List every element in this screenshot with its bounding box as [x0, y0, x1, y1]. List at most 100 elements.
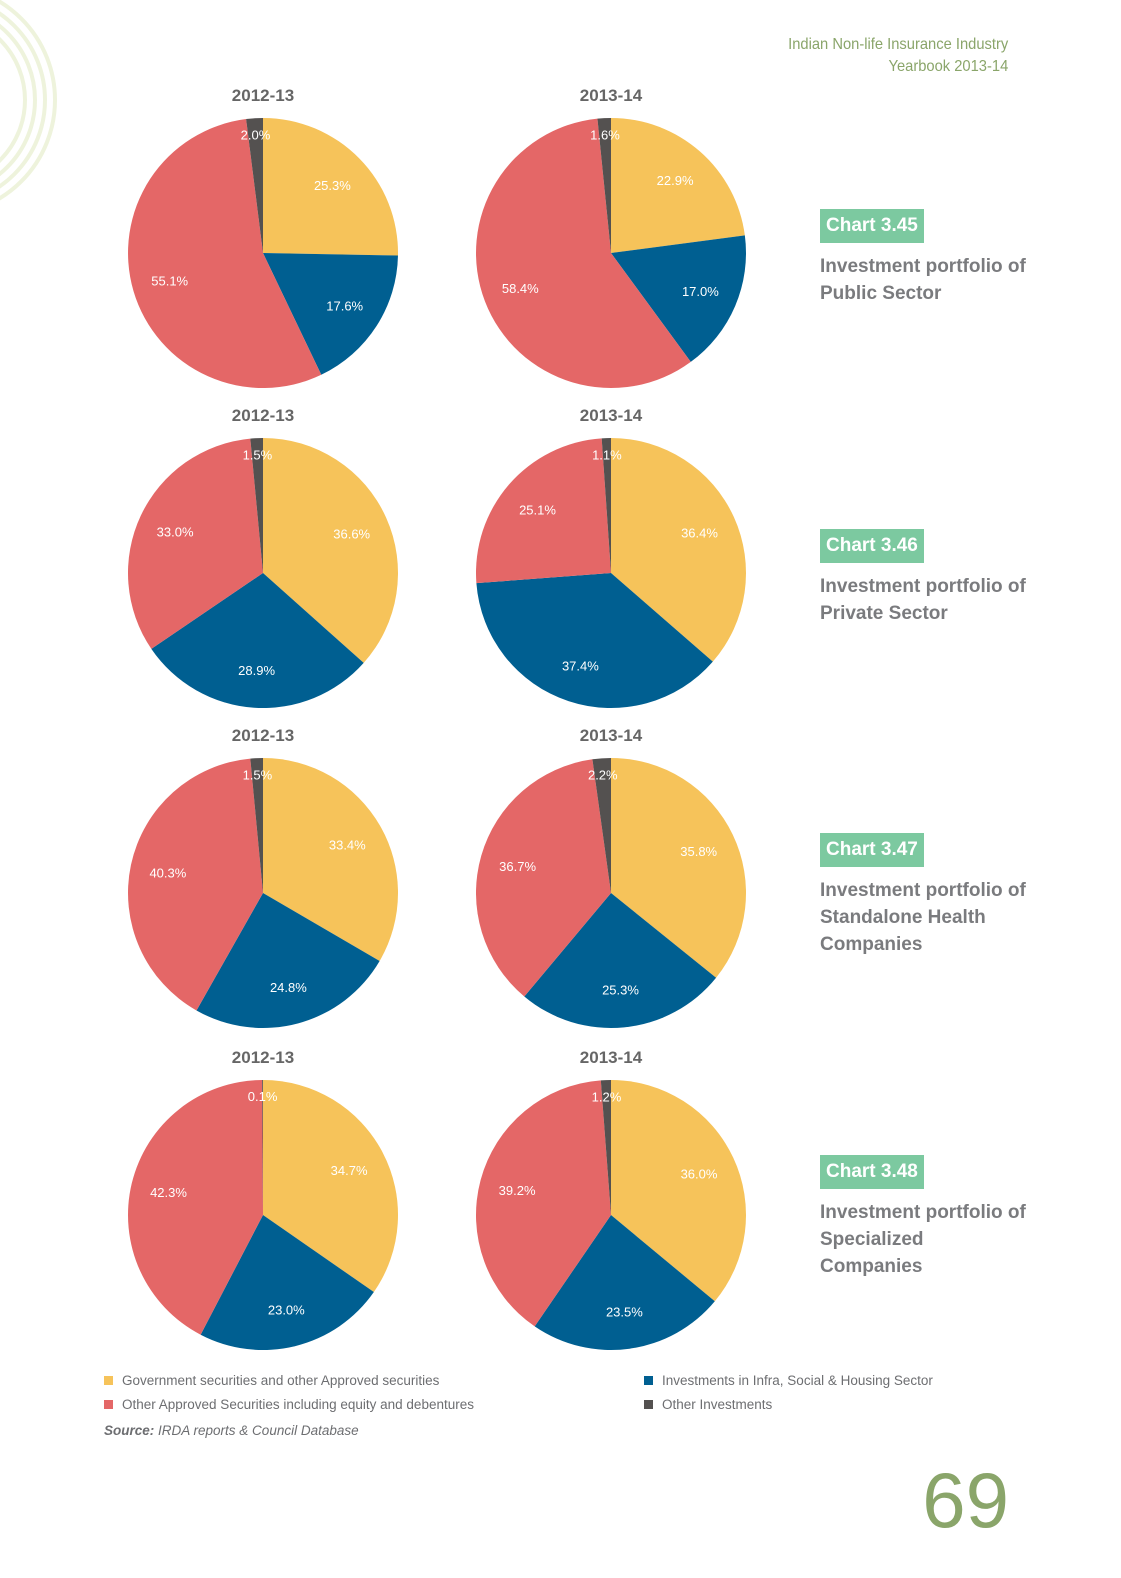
legend-item: Other Investments [644, 1392, 933, 1416]
pie-slice-other-approved-securities [128, 119, 322, 388]
legend-label: Investments in Infra, Social & Housing S… [662, 1372, 933, 1388]
pie-slice-other-approved-securities [128, 758, 263, 1011]
pie-data-label: 2.2% [588, 768, 618, 783]
pie-slice-other-approved-securities [127, 438, 263, 649]
pie-data-label: 25.3% [314, 178, 351, 193]
chart-number-badge: Chart 3.46 [820, 529, 924, 563]
pie-slice-infra-investments [524, 893, 717, 1028]
pie-slice-infra-investments [196, 893, 380, 1028]
pie-slice-infra-investments [151, 573, 364, 708]
legend-item: Investments in Infra, Social & Housing S… [644, 1368, 933, 1392]
pie-period-label: 2013-14 [580, 726, 643, 745]
pie-data-label: 33.4% [329, 838, 366, 853]
legend-item: Government securities and other Approved… [104, 1368, 474, 1392]
pie-slice-government-securities [263, 758, 399, 961]
pie-data-label: 1.6% [590, 127, 620, 142]
legend-swatch [644, 1399, 653, 1409]
chart-caption-3-46: Chart 3.46 Investment portfolio of Priva… [820, 529, 1030, 627]
chart-title: Investment portfolio of Standalone Healt… [820, 880, 1026, 955]
legend-left: Government securities and other Approved… [104, 1368, 474, 1416]
pie-data-label: 34.7% [331, 1163, 368, 1178]
pie-data-label: 36.6% [333, 526, 370, 541]
chart-title: Investment portfolio of Public Sector [820, 256, 1026, 304]
chart-title: Investment portfolio of Specialized Comp… [820, 1202, 1026, 1277]
pie-data-label: 1.1% [592, 447, 622, 462]
pie-slice-other-approved-securities [476, 759, 611, 997]
legend-label: Government securities and other Approved… [122, 1372, 440, 1388]
legend-right: Investments in Infra, Social & Housing S… [644, 1368, 933, 1416]
pie-data-label: 17.0% [682, 284, 719, 299]
pie-slice-government-securities [263, 118, 399, 256]
pie-chart-3-45-2012-13: 2012-13 25.3% 17.6% 55.1% 2.0% [128, 86, 399, 388]
pie-data-label: 25.3% [602, 983, 639, 998]
pie-chart-3-48-2012-13: 2012-13 34.7% 23.0% 42.3% 0.1% [128, 1048, 399, 1350]
pie-slice-government-securities [611, 758, 746, 978]
pie-slice-infra-investments [200, 1215, 374, 1350]
pie-chart-3-45-2013-14: 2013-14 22.9% 17.0% 58.4% 1.6% [476, 86, 746, 388]
pie-data-label: 42.3% [150, 1185, 187, 1200]
page-number: 69 [922, 1456, 1009, 1544]
pie-data-label: 58.4% [502, 281, 539, 296]
chart-number-badge: Chart 3.48 [820, 1155, 924, 1189]
decorative-arcs [0, 0, 57, 201]
pie-data-label: 36.4% [681, 526, 718, 541]
pie-chart-3-48-2013-14: 2013-14 36.0% 23.5% 39.2% 1.2% [475, 1048, 746, 1350]
legend-label: Other Investments [662, 1396, 773, 1412]
pie-period-label: 2012-13 [232, 726, 294, 745]
pie-chart-3-46-2013-14: 2013-14 36.4% 37.4% 25.1% 1.1% [475, 406, 746, 709]
source-note: Source: IRDA reports & Council Database [104, 1423, 359, 1438]
pie-slice-other-investments [246, 117, 263, 253]
pie-data-label: 0.1% [248, 1089, 278, 1104]
pie-data-label: 1.5% [243, 767, 273, 782]
pie-data-label: 36.7% [499, 859, 536, 874]
pie-period-label: 2013-14 [580, 406, 643, 425]
header-line-2: Yearbook 2013-14 [888, 58, 1008, 75]
pie-period-label: 2012-13 [232, 406, 294, 425]
chart-caption-3-47: Chart 3.47 Investment portfolio of Stand… [820, 833, 1030, 958]
pie-data-label: 1.5% [243, 447, 273, 462]
pie-chart-3-47-2013-14: 2013-14 35.8% 25.3% 36.7% 2.2% [476, 726, 746, 1028]
page-header: Indian Non-life Insurance Industry Yearb… [788, 34, 1008, 78]
legend-swatch [104, 1399, 113, 1409]
pie-data-label: 35.8% [680, 844, 717, 859]
chart-number-badge: Chart 3.47 [820, 833, 924, 867]
pie-data-label: 17.6% [326, 299, 363, 314]
pie-slice-other-approved-securities [128, 1080, 263, 1335]
pie-data-label: 33.0% [157, 525, 194, 540]
pie-data-label: 28.9% [238, 663, 275, 678]
pie-slice-government-securities [611, 1080, 746, 1302]
pie-slice-other-investments [262, 1079, 263, 1215]
pie-period-label: 2012-13 [232, 86, 294, 105]
pie-period-label: 2013-14 [580, 86, 643, 105]
pie-slice-other-approved-securities [475, 1080, 611, 1327]
source-text: IRDA reports & Council Database [158, 1423, 359, 1438]
pie-data-label: 2.0% [241, 127, 271, 142]
pie-slice-infra-investments [263, 253, 398, 375]
pie-chart-3-47-2012-13: 2012-13 33.4% 24.8% 40.3% 1.5% [128, 726, 399, 1028]
chart-caption-3-48: Chart 3.48 Investment portfolio of Speci… [820, 1155, 1030, 1280]
chart-caption-3-45: Chart 3.45 Investment portfolio of Publi… [820, 209, 1030, 307]
pie-data-label: 25.1% [519, 502, 556, 517]
pie-data-label: 55.1% [151, 273, 188, 288]
pie-slice-other-investments [250, 758, 263, 893]
pie-slice-government-securities [611, 118, 745, 253]
chart-title: Investment portfolio of Private Sector [820, 576, 1026, 624]
pie-slice-other-investments [600, 1080, 611, 1215]
pie-data-label: 40.3% [149, 866, 186, 881]
pie-data-label: 39.2% [499, 1183, 536, 1198]
pie-chart-3-46-2012-13: 2012-13 36.6% 28.9% 33.0% 1.5% [127, 406, 398, 708]
pie-slice-infra-investments [534, 1215, 715, 1350]
legend-label: Other Approved Securities including equi… [122, 1396, 474, 1412]
pie-data-label: 22.9% [657, 173, 694, 188]
legend-swatch [644, 1375, 653, 1385]
pie-period-label: 2013-14 [580, 1048, 643, 1067]
pie-slice-other-investments [601, 438, 611, 573]
pie-slice-other-investments [592, 758, 611, 893]
pie-period-label: 2012-13 [232, 1048, 294, 1067]
pie-slice-other-approved-securities [476, 118, 691, 388]
pie-slice-government-securities [611, 438, 746, 662]
pie-data-label: 23.5% [606, 1304, 643, 1319]
pie-data-label: 23.0% [268, 1302, 305, 1317]
header-line-1: Indian Non-life Insurance Industry [787, 36, 1008, 53]
